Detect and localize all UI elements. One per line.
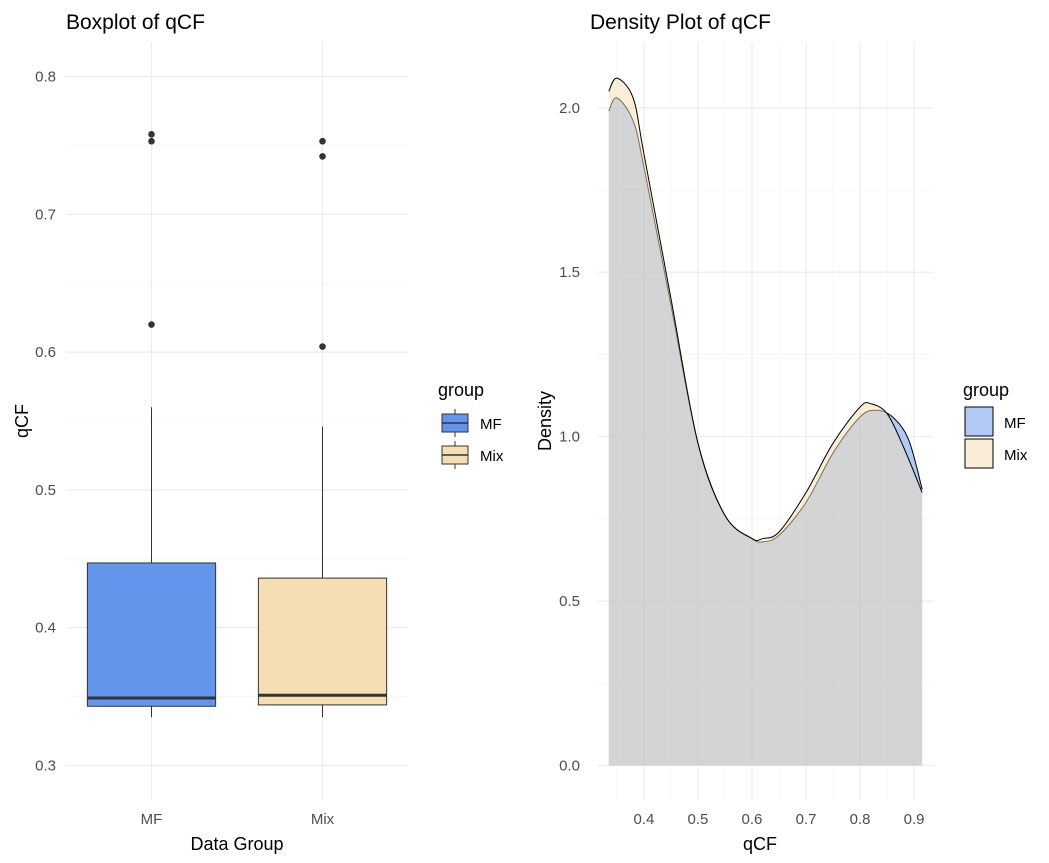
boxplot-panel: 0.30.40.50.60.70.8 MF Mix Boxplot of qCF … — [12, 11, 504, 854]
density-y-tick-label: 0.5 — [559, 593, 580, 610]
boxplot-iqr-box — [257, 577, 388, 706]
density-x-tick-label: 0.8 — [850, 811, 871, 828]
boxplot-legend-label: Mix — [480, 448, 504, 465]
boxplot-y-tick-label: 0.6 — [35, 344, 56, 361]
boxplot-x-tick-label: Mix — [311, 811, 335, 828]
density-y-tick-label: 1.5 — [559, 264, 580, 281]
boxplot-legend-title: group — [438, 380, 484, 400]
density-y-tick-labels: 0.0 0.5 1.0 1.5 2.0 — [559, 100, 580, 775]
density-legend-key-mf — [964, 406, 994, 437]
boxplot-x-tick-label: MF — [141, 811, 163, 828]
density-legend-key-mix — [964, 438, 994, 469]
density-line-mix — [608, 77, 923, 542]
boxplot-legend-key-mf — [441, 409, 469, 437]
boxplot-legend-label: MF — [480, 416, 502, 433]
density-legend-label: MF — [1004, 415, 1026, 432]
density-x-tick-label: 0.5 — [688, 811, 709, 828]
boxplot-marks — [86, 131, 388, 718]
density-x-tick-label: 0.4 — [633, 811, 654, 828]
density-legend: group MF Mix — [963, 380, 1028, 469]
boxplot-outlier-point — [319, 153, 326, 160]
boxplot-y-tick-label: 0.8 — [35, 68, 56, 85]
boxplot-box-mf — [86, 131, 217, 718]
density-x-tick-label: 0.9 — [904, 811, 925, 828]
density-x-axis-label: qCF — [743, 834, 777, 854]
density-area-mix — [608, 78, 923, 766]
boxplot-box-mix — [257, 137, 388, 718]
boxplot-legend: group MF Mix — [438, 380, 504, 469]
boxplot-outlier-point — [319, 137, 326, 145]
boxplot-iqr-box — [86, 562, 217, 707]
boxplot-y-tick-labels: 0.3 0.4 0.5 0.6 0.7 0.8 — [35, 68, 56, 774]
boxplot-outlier-point — [319, 343, 326, 350]
boxplot-y-axis-label: qCF — [12, 404, 32, 438]
boxplot-y-tick-label: 0.3 — [35, 758, 56, 775]
density-legend-label: Mix — [1004, 447, 1028, 464]
boxplot-y-tick-label: 0.5 — [35, 482, 56, 499]
density-title: Density Plot of qCF — [590, 11, 771, 34]
boxplot-y-tick-label: 0.7 — [35, 206, 56, 223]
density-marks — [608, 77, 923, 766]
density-x-tick-label: 0.7 — [796, 811, 817, 828]
boxplot-outlier-point — [148, 131, 155, 138]
density-x-tick-label: 0.6 — [742, 811, 763, 828]
boxplot-outlier-point — [148, 137, 155, 145]
boxplot-legend-key-mix — [441, 441, 469, 469]
boxplot-title: Boxplot of qCF — [66, 11, 205, 34]
density-y-tick-label: 2.0 — [559, 100, 580, 117]
boxplot-y-tick-label: 0.4 — [35, 620, 56, 637]
boxplot-x-tick-labels: MF Mix — [141, 811, 335, 828]
density-y-tick-label: 1.0 — [559, 429, 580, 446]
density-x-tick-labels: 0.4 0.5 0.6 0.7 0.8 0.9 — [633, 811, 924, 828]
density-panel: 0.0 0.5 1.0 1.5 2.0 0.4 0.5 0.6 0.7 0.8 0.9 Densi… — [535, 11, 1028, 854]
boxplot-x-axis-label: Data Group — [190, 834, 283, 854]
density-y-axis-label: Density — [535, 391, 555, 451]
density-legend-title: group — [963, 380, 1009, 400]
density-y-tick-label: 0.0 — [559, 757, 580, 774]
boxplot-outlier-point — [148, 321, 155, 328]
